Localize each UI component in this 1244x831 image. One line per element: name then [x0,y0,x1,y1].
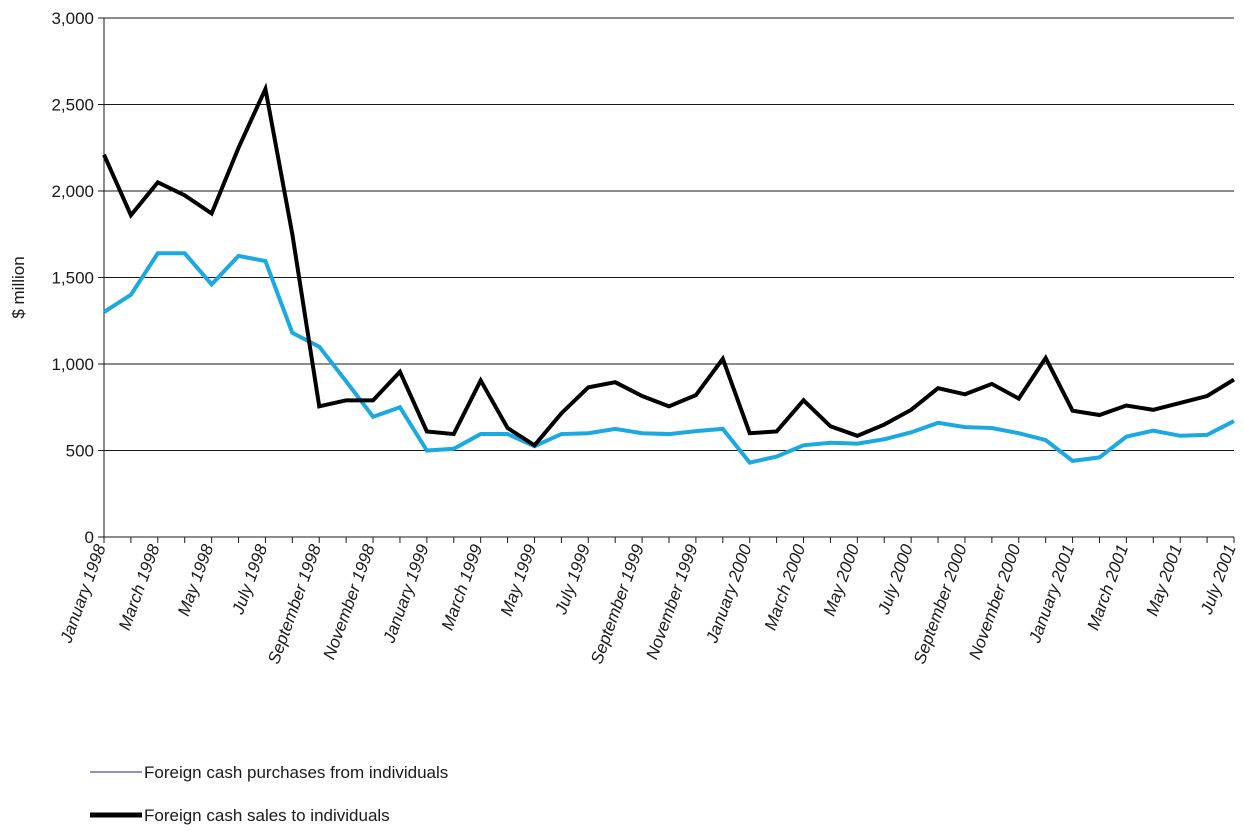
y-tick-label: 500 [66,442,94,461]
x-tick-label: March 2001 [1084,542,1133,633]
x-axis-ticks: January 1998 March 1998 May 1998 July 1998S… [56,537,1240,666]
x-tick-label: July 2000 [874,541,917,617]
x-tick-label: July 1999 [551,541,594,617]
x-tick-label: January 2000 [702,541,756,646]
legend-label: Foreign cash purchases from individuals [144,763,448,782]
y-tick-label: 0 [85,528,94,547]
y-tick-label: 1,000 [51,355,94,374]
x-tick-label: September 1999 [587,541,648,666]
x-tick-label: November 1998 [320,541,379,662]
x-tick-label: January 2001 [1025,542,1078,646]
gridlines [104,17,1234,451]
x-tick-label: May 1999 [497,541,541,618]
x-tick-label: July 1998 [228,541,271,617]
x-tick-label: September 2000 [910,541,971,666]
series-line-1 [102,251,1235,465]
x-tick-label: May 2001 [1143,542,1186,619]
series-line-2 [102,82,1236,448]
x-tick-label: March 1998 [115,541,164,632]
x-tick-label: November 1999 [642,541,701,662]
x-tick-label: May 2000 [820,541,864,618]
series-lines [102,82,1236,465]
y-tick-label: 1,500 [51,269,94,288]
x-tick-label: September 1998 [264,541,325,666]
legend: Foreign cash purchases from individuals F… [90,763,448,825]
y-tick-label: 3,000 [51,9,94,28]
x-tick-label: May 1998 [174,541,218,618]
x-tick-label: July 2001 [1197,542,1240,618]
legend-label: Foreign cash sales to individuals [144,806,390,825]
x-tick-label: November 2000 [965,541,1024,662]
y-axis-ticks: 0 500 1,000 1,500 2,000 2,500 3,000 [51,9,104,547]
y-tick-label: 2,500 [51,96,94,115]
y-axis-label: $ million [9,256,28,318]
x-tick-label: January 1999 [379,541,433,646]
x-tick-label: March 1999 [438,541,487,632]
x-tick-label: March 2000 [761,541,810,632]
x-tick-label: January 1998 [56,541,110,646]
y-tick-label: 2,000 [51,182,94,201]
